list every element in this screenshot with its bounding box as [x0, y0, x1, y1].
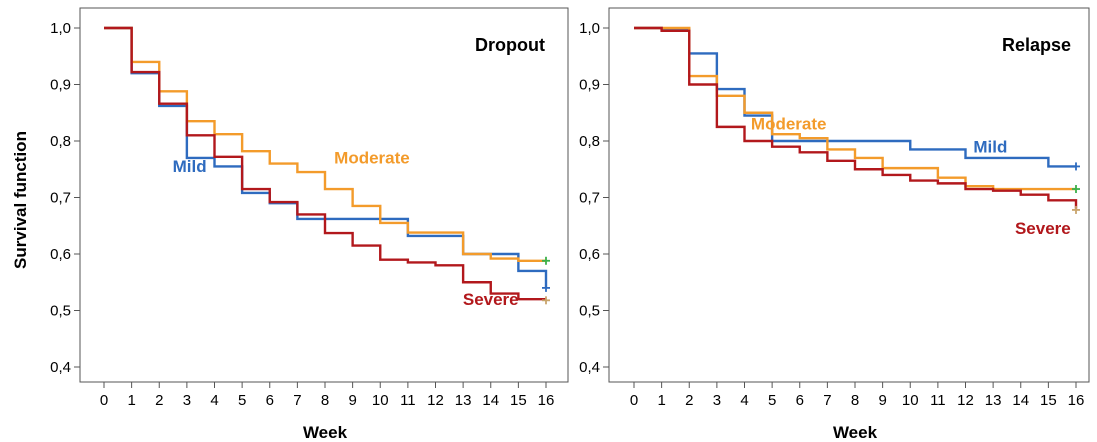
dropout-x-tick-label: 15: [510, 392, 527, 409]
relapse-x-tick-label: 12: [957, 392, 974, 409]
relapse-x-tick-label: 6: [796, 392, 804, 409]
dropout-severe-label: Severe: [463, 290, 519, 309]
relapse-x-tick-label: 15: [1040, 392, 1057, 409]
dropout-x-tick-label: 10: [372, 392, 389, 409]
relapse-x-tick-label: 5: [768, 392, 776, 409]
dropout-y-tick-label: 0,7: [50, 190, 71, 207]
relapse-moderate-censor-mark: [1072, 185, 1080, 194]
dropout-severe-survival-line: [104, 26, 546, 301]
dropout-y-tick-label: 0,9: [50, 77, 71, 94]
y-axis-title: Survival function: [11, 131, 30, 269]
dropout-x-axis-title: Week: [303, 423, 348, 442]
dropout-y-tick-label: 0,8: [50, 133, 71, 150]
relapse-x-tick-label: 9: [878, 392, 886, 409]
dropout-moderate-censor-mark: [542, 256, 550, 265]
relapse-panel-title: Relapse: [1002, 35, 1071, 55]
relapse-x-tick-label: 16: [1068, 392, 1085, 409]
dropout-plot-frame: [79, 7, 569, 383]
relapse-panel: Relapse Week 0 1 2 3 4 5 6 7 8 9 10 11 12 13 14 15 160,4…: [579, 7, 1090, 442]
relapse-severe-survival-line: [634, 26, 1078, 209]
relapse-x-axis-title: Week: [833, 423, 878, 442]
relapse-mild-label: Mild: [973, 137, 1007, 156]
relapse-y-tick-label: 1,0: [579, 20, 600, 37]
dropout-x-tick-label: 4: [210, 392, 218, 409]
dropout-x-tick-label: 12: [427, 392, 444, 409]
dropout-x-tick-label: 9: [348, 392, 356, 409]
dropout-y-tick-label: 0,5: [50, 303, 71, 320]
relapse-mild-censor-mark: [1072, 162, 1080, 171]
relapse-x-tick-label: 2: [685, 392, 693, 409]
dropout-x-tick-label: 2: [155, 392, 163, 409]
relapse-y-tick-label: 0,9: [579, 77, 600, 94]
dropout-x-tick-label: 11: [400, 392, 416, 409]
dropout-x-tick-label: 6: [266, 392, 274, 409]
dropout-mild-censor-mark: [542, 283, 550, 292]
dropout-x-tick-label: 1: [127, 392, 135, 409]
dropout-y-tick-label: 1,0: [50, 20, 71, 37]
dropout-moderate-label: Moderate: [334, 149, 410, 168]
relapse-x-tick-label: 10: [902, 392, 919, 409]
dropout-y-tick-label: 0,4: [50, 359, 71, 376]
dropout-x-tick-label: 0: [100, 392, 108, 409]
dropout-x-tick-label: 16: [538, 392, 555, 409]
relapse-severe-censor-mark: [1072, 205, 1080, 214]
relapse-y-tick-label: 0,8: [579, 133, 600, 150]
relapse-y-tick-label: 0,4: [579, 359, 600, 376]
dropout-x-tick-label: 14: [482, 392, 499, 409]
relapse-x-tick-label: 14: [1012, 392, 1029, 409]
relapse-y-tick-label: 0,5: [579, 303, 600, 320]
relapse-severe-label: Severe: [1015, 219, 1071, 238]
relapse-x-tick-label: 7: [823, 392, 831, 409]
dropout-x-tick-label: 3: [183, 392, 191, 409]
relapse-y-tick-label: 0,6: [579, 246, 600, 263]
dropout-panel-title: Dropout: [475, 35, 545, 55]
dropout-x-tick-label: 8: [321, 392, 329, 409]
relapse-x-tick-label: 8: [851, 392, 859, 409]
relapse-x-tick-label: 3: [713, 392, 721, 409]
dropout-x-tick-label: 13: [455, 392, 472, 409]
dropout-moderate-survival-line: [104, 26, 546, 262]
dropout-x-tick-label: 7: [293, 392, 301, 409]
relapse-x-tick-label: 11: [930, 392, 946, 409]
relapse-x-tick-label: 4: [740, 392, 748, 409]
relapse-x-tick-label: 1: [657, 392, 665, 409]
dropout-severe-censor-mark: [542, 296, 550, 305]
relapse-x-tick-label: 0: [630, 392, 638, 409]
dropout-y-tick-label: 0,6: [50, 246, 71, 263]
dropout-mild-survival-line: [104, 26, 548, 288]
dropout-mild-label: Mild: [173, 157, 207, 176]
relapse-plot-frame: [608, 7, 1090, 383]
dropout-panel: Dropout Week 0 1 2 3 4 5 6 7 8 9 10 11 12 13 14 15 160,4…: [50, 7, 569, 442]
dropout-x-tick-label: 5: [238, 392, 246, 409]
relapse-moderate-label: Moderate: [751, 115, 827, 134]
relapse-y-tick-label: 0,7: [579, 190, 600, 207]
relapse-x-tick-label: 13: [985, 392, 1002, 409]
